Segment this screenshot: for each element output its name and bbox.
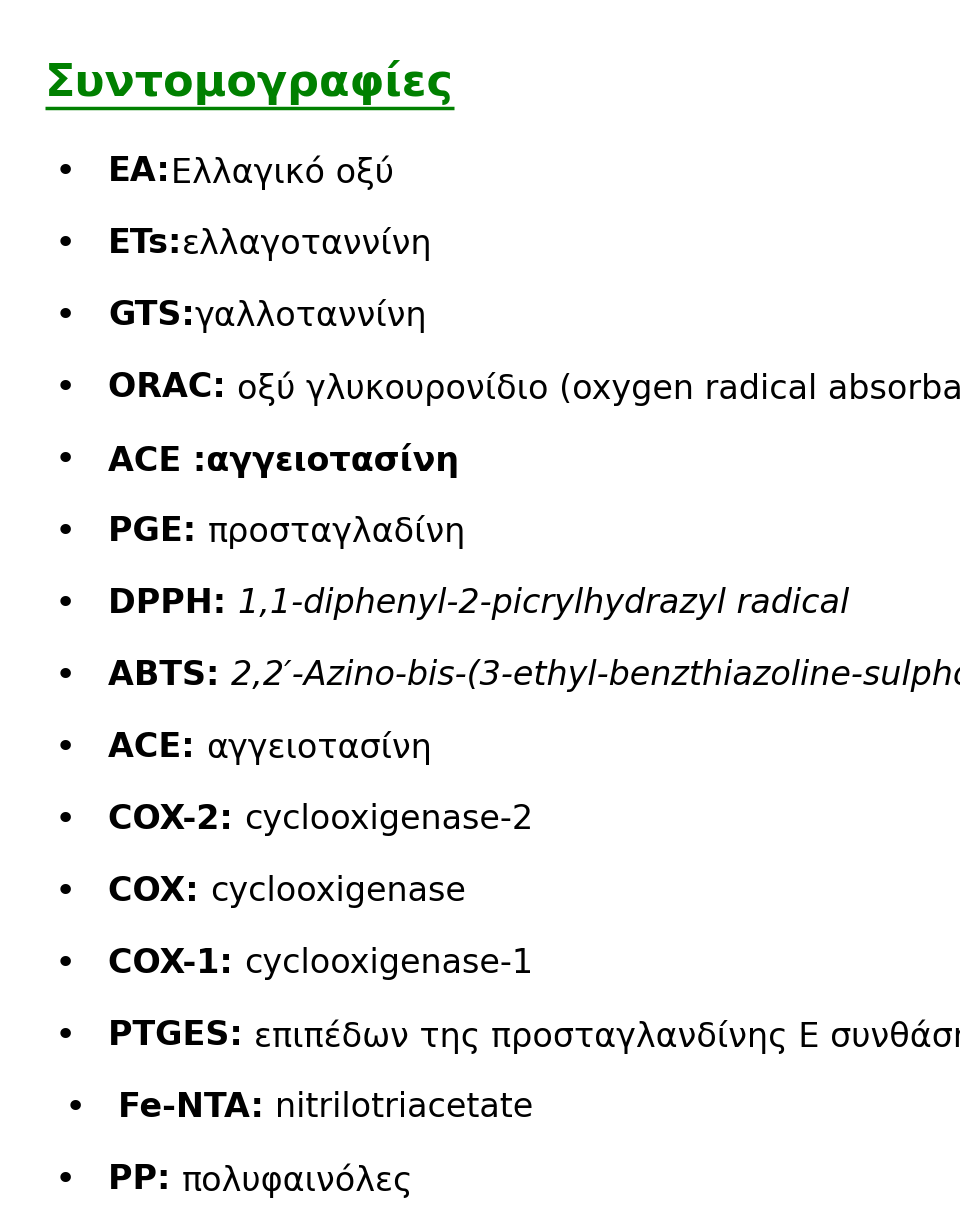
Text: •: •: [55, 1020, 76, 1053]
Text: 1,1-diphenyl-2-picrylhydrazyl radical: 1,1-diphenyl-2-picrylhydrazyl radical: [238, 587, 849, 620]
Text: COX-1:: COX-1:: [108, 947, 245, 980]
Text: •: •: [55, 731, 76, 766]
Text: ORAC:: ORAC:: [108, 371, 237, 404]
Text: •: •: [55, 443, 76, 477]
Text: •: •: [55, 587, 76, 621]
Text: •: •: [55, 515, 76, 549]
Text: cyclooxigenase: cyclooxigenase: [210, 875, 467, 908]
Text: •: •: [55, 227, 76, 261]
Text: COX-2:: COX-2:: [108, 803, 245, 836]
Text: •: •: [55, 371, 76, 405]
Text: COX:: COX:: [108, 875, 210, 908]
Text: PTGES:: PTGES:: [108, 1020, 254, 1053]
Text: •: •: [55, 803, 76, 838]
Text: γαλλοταννίνη: γαλλοταννίνη: [195, 299, 427, 333]
Text: πολυφαινόλες: πολυφαινόλες: [182, 1162, 414, 1198]
Text: •: •: [55, 947, 76, 980]
Text: •: •: [55, 875, 76, 908]
Text: οξύ γλυκουρονίδιο (oxygen radical absorbance capacity): οξύ γλυκουρονίδιο (oxygen radical absorb…: [237, 371, 960, 405]
Text: Ελλαγικό οξύ: Ελλαγικό οξύ: [171, 155, 394, 189]
Text: cyclooxigenase-1: cyclooxigenase-1: [245, 947, 534, 980]
Text: ETs:: ETs:: [108, 227, 182, 260]
Text: αγγειοτασίνη: αγγειοτασίνη: [206, 731, 432, 766]
Text: ελλαγοταννίνη: ελλαγοταννίνη: [182, 227, 433, 261]
Text: DPPH:: DPPH:: [108, 587, 238, 620]
Text: •: •: [55, 659, 76, 694]
Text: •: •: [64, 1092, 85, 1125]
Text: 2,2′-Azino-bis-(3-ethyl-benzthiazoline-sulphonic acid): 2,2′-Azino-bis-(3-ethyl-benzthiazoline-s…: [231, 659, 960, 692]
Text: GTS:: GTS:: [108, 299, 195, 332]
Text: προσταγλαδίνη: προσταγλαδίνη: [207, 515, 467, 549]
Text: επιπέδων της προσταγλανδίνης E συνθάσης: επιπέδων της προσταγλανδίνης E συνθάσης: [254, 1020, 960, 1054]
Text: •: •: [55, 1162, 76, 1197]
Text: •: •: [55, 299, 76, 333]
Text: cyclooxigenase-2: cyclooxigenase-2: [245, 803, 534, 836]
Text: EA:: EA:: [108, 155, 171, 188]
Text: PGE:: PGE:: [108, 515, 207, 548]
Text: ACE:: ACE:: [108, 731, 206, 764]
Text: •: •: [55, 155, 76, 189]
Text: ACE :αγγειοτασίνη: ACE :αγγειοτασίνη: [108, 443, 459, 477]
Text: PP:: PP:: [108, 1162, 182, 1197]
Text: Fe-NTA:: Fe-NTA:: [118, 1092, 276, 1125]
Text: Συντομογραφίες: Συντομογραφίες: [45, 60, 454, 105]
Text: ABTS:: ABTS:: [108, 659, 231, 692]
Text: nitrilotriacetate: nitrilotriacetate: [276, 1092, 534, 1125]
